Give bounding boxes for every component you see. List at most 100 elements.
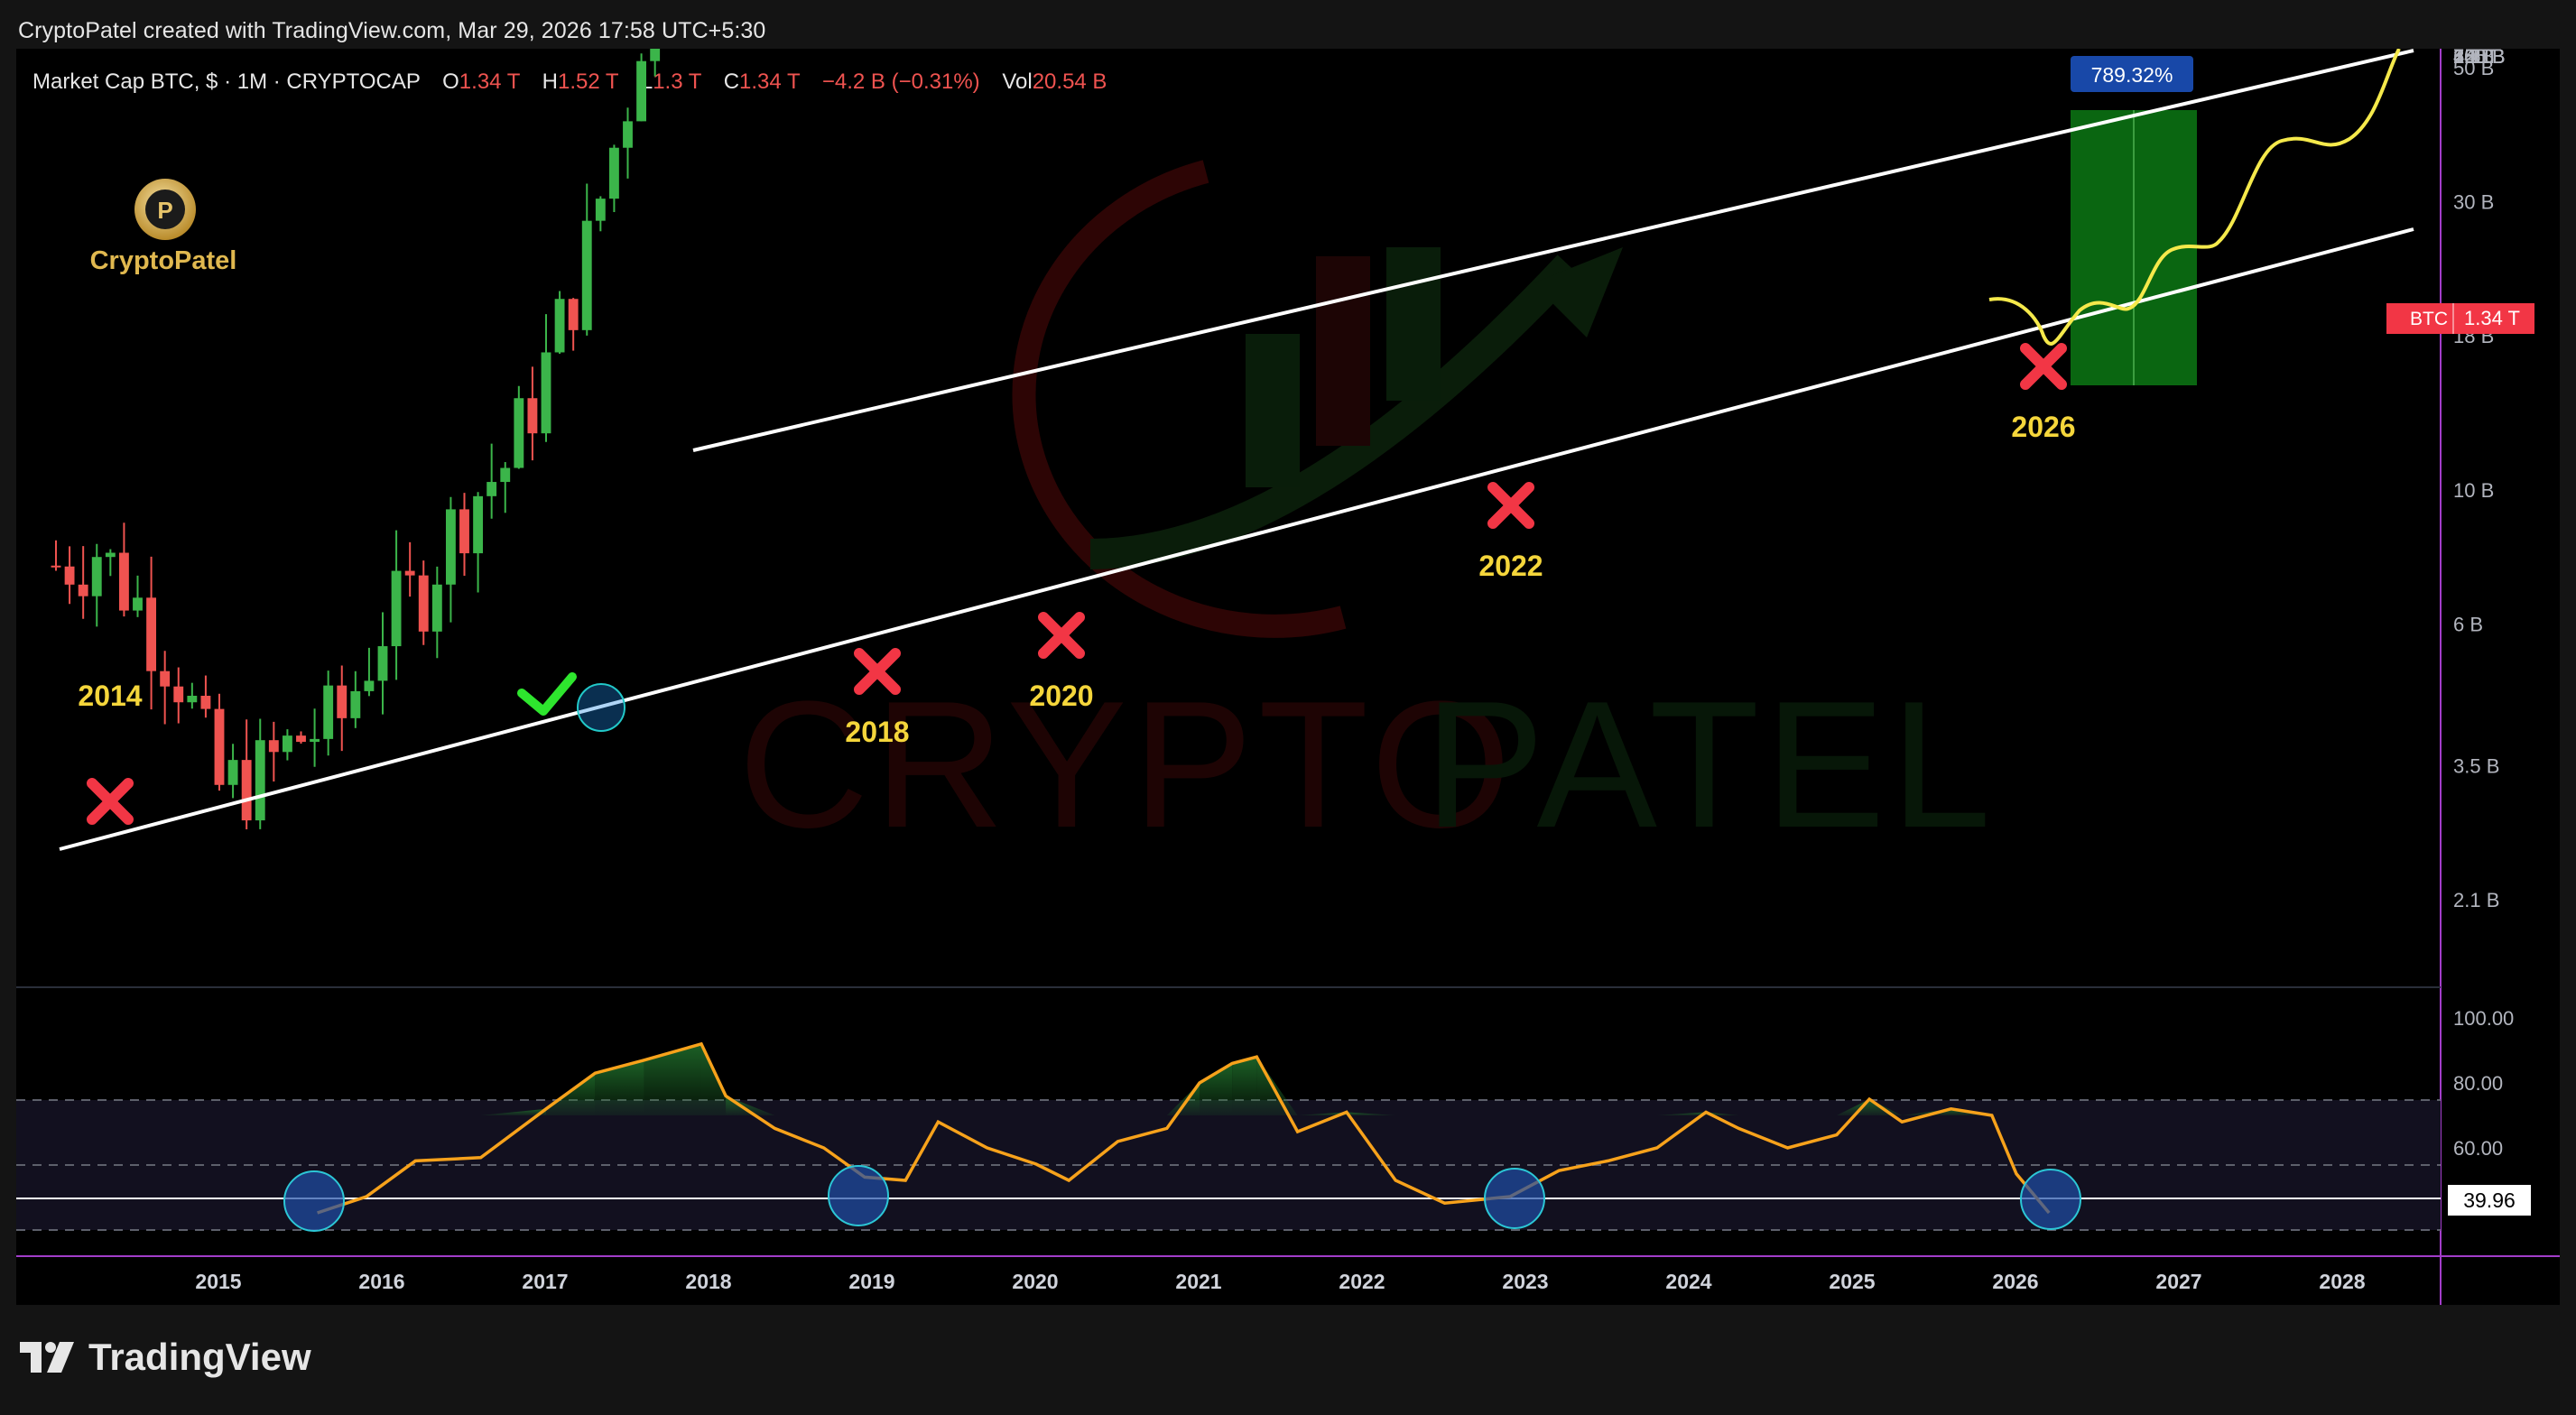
time-axis-label: 2016 [358, 1270, 404, 1293]
cycle-markers: 2014 2018 2020 2022 2026 [78, 343, 2076, 825]
measure-badge[interactable] [2071, 56, 2193, 92]
candle-down [64, 566, 75, 585]
candle-down [296, 735, 306, 743]
cycle-marker-2014: 2014 [78, 680, 143, 825]
candle-up [133, 597, 143, 611]
time-axis-label: 2019 [848, 1270, 894, 1293]
candle-up [310, 738, 320, 743]
legend-change: −4.2 B (−0.31%) [822, 69, 980, 94]
candle-down [418, 575, 429, 632]
price-axis-label: 245 B [2453, 49, 2506, 68]
candle-up [500, 467, 511, 483]
price-axis-label: 3.5 B [2453, 754, 2499, 777]
candle-up [187, 695, 198, 703]
candle-down [241, 760, 252, 821]
watermark-arrow [1089, 254, 1580, 569]
cross-icon [1487, 482, 1534, 529]
candle-up [608, 147, 619, 199]
candle-up [650, 49, 661, 61]
watermark-candle-1 [1246, 334, 1300, 487]
price-tag-symbol: BTC [2410, 309, 2448, 329]
watermark: CRYPTO PATEL [738, 160, 1991, 865]
tradingview-logo-icon [20, 1342, 74, 1373]
cross-icon [2020, 343, 2067, 390]
candle-up [514, 398, 524, 468]
cross-icon [854, 648, 901, 695]
rsi-fill-segment [1256, 1057, 1298, 1115]
measure-badge-text: 789.32% [2091, 63, 2173, 87]
candle-down [527, 398, 538, 434]
candle-down [173, 686, 184, 703]
rsi-circle-2026 [2020, 1169, 2081, 1230]
legend-c-label: C [724, 69, 739, 94]
legend-o-value: 1.34 T [459, 69, 521, 94]
candle-down [337, 685, 347, 718]
candle-up [554, 299, 565, 353]
price-axis-label: 85 B [2453, 49, 2494, 68]
watermark-ring [1012, 160, 1347, 638]
candle-up [541, 352, 551, 434]
time-axis[interactable]: 2015 2016 2017 2018 2019 2020 2021 2022 2023 2024… [195, 1270, 2365, 1293]
legend-vol-value: 20.54 B [1033, 69, 1107, 94]
rsi-line [317, 1041, 2051, 1215]
candle-down [568, 299, 579, 330]
price-axis-label: 10 B [2453, 479, 2494, 502]
legend-vol-label: Vol [1002, 69, 1032, 94]
rsi-circle-2022 [1484, 1168, 1545, 1229]
channel-upper-line[interactable] [692, 49, 2414, 452]
rsi-fill-segment [1836, 1099, 1870, 1115]
candle-up [595, 199, 606, 221]
tradingview-footer[interactable]: TradingView [20, 1336, 311, 1379]
legend-o-label: O [442, 69, 459, 94]
cycle-marker-2018: 2018 [845, 648, 910, 748]
time-axis-label: 2021 [1175, 1270, 1221, 1293]
cycle-marker-2026: 2026 [2011, 343, 2076, 443]
rsi-axis[interactable]: 100.00 80.00 60.00 [2453, 1007, 2514, 1160]
price-axis-label: 2.1 B [2453, 889, 2499, 911]
time-axis-label: 2017 [522, 1270, 568, 1293]
watermark-candle-2 [1316, 256, 1370, 446]
candle-down [51, 565, 61, 568]
time-axis-label: 2026 [1992, 1270, 2038, 1293]
rsi-fill-segment [1166, 1083, 1200, 1115]
candle-up [105, 552, 116, 558]
price-axis-label: 700 B [2453, 49, 2506, 68]
price-chart-svg[interactable]: CRYPTO PATEL P CryptoPatel Market Cap BT… [16, 49, 2560, 1305]
candle-up [377, 646, 388, 681]
price-tag-box [2386, 303, 2534, 334]
tradingview-wordmark: TradingView [88, 1336, 311, 1378]
price-axis-label: 10 T [2453, 49, 2493, 68]
candle-down [160, 671, 171, 687]
candle-up [581, 220, 592, 330]
candle-up [445, 509, 456, 585]
cross-icon [87, 778, 134, 825]
rsi-value-tag [2448, 1185, 2531, 1216]
candles [51, 49, 661, 829]
candle-up [431, 584, 442, 632]
chart-frame[interactable]: CRYPTO PATEL P CryptoPatel Market Cap BT… [16, 49, 2560, 1305]
candle-up [636, 60, 647, 122]
candle-up [255, 740, 265, 821]
candle-up [391, 570, 402, 647]
projection-path[interactable] [1988, 49, 2401, 346]
rsi-circle-2015 [283, 1170, 345, 1232]
time-axis-label: 2018 [685, 1270, 731, 1293]
cycle-marker-2022: 2022 [1478, 482, 1543, 582]
legend-h-label: H [542, 69, 558, 94]
rsi-axis-label: 60.00 [2453, 1137, 2503, 1160]
legend-symbol: Market Cap BTC, $ · 1M · CRYPTOCAP [32, 69, 420, 94]
rsi-axis-label: 80.00 [2453, 1072, 2503, 1095]
time-axis-label: 2022 [1339, 1270, 1385, 1293]
rsi-fill-segment [644, 1043, 701, 1115]
channel-lower-line[interactable] [59, 227, 2414, 851]
candle-up [91, 557, 102, 597]
price-axis-label: 1.2 T [2453, 49, 2498, 68]
price-axis-label: 50 B [2453, 57, 2494, 79]
legend-l-value: 1.3 T [653, 69, 702, 94]
cycle-label: 2026 [2011, 411, 2075, 443]
rsi-fill-segment [1297, 1112, 1347, 1115]
candle-down [404, 570, 415, 576]
rsi-fill-segment [1656, 1112, 1707, 1115]
candle-up [227, 760, 238, 785]
